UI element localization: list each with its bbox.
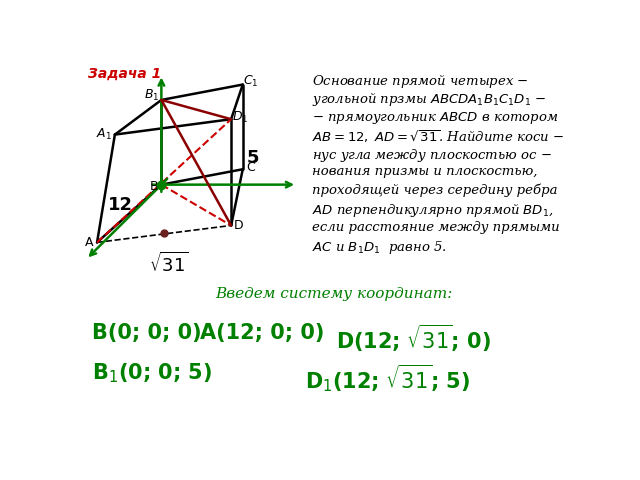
Text: угольной прзмы $ABCDA_1B_1C_1D_1$ $-$: угольной прзмы $ABCDA_1B_1C_1D_1$ $-$	[312, 92, 547, 108]
Text: 5: 5	[246, 149, 259, 167]
Text: $C_1$: $C_1$	[243, 74, 258, 89]
Text: B$_1$(0; 0; 5): B$_1$(0; 0; 5)	[92, 362, 212, 385]
Text: D$_1$(12; $\sqrt{31}$; 5): D$_1$(12; $\sqrt{31}$; 5)	[305, 362, 470, 394]
Text: $B_1$: $B_1$	[145, 88, 160, 103]
Text: A(12; 0; 0): A(12; 0; 0)	[200, 323, 324, 343]
Text: D(12; $\sqrt{31}$; 0): D(12; $\sqrt{31}$; 0)	[336, 323, 491, 355]
Text: нус угла между плоскостью ос $-$: нус угла между плоскостью ос $-$	[312, 147, 552, 164]
Text: нования призмы и плоскостью,: нования призмы и плоскостью,	[312, 166, 538, 179]
Text: Введем систему координат:: Введем систему координат:	[216, 287, 453, 301]
Text: A: A	[85, 236, 93, 249]
Text: $AD$ перпендикулярно прямой $BD_1$,: $AD$ перпендикулярно прямой $BD_1$,	[312, 203, 554, 219]
Text: D: D	[234, 219, 244, 232]
Text: C: C	[246, 161, 255, 174]
Text: $\sqrt{31}$: $\sqrt{31}$	[149, 252, 189, 276]
Text: проходящей через середину ребра: проходящей через середину ребра	[312, 184, 558, 197]
Text: $A_1$: $A_1$	[96, 127, 112, 142]
Text: если расстояние между прямыми: если расстояние между прямыми	[312, 221, 560, 234]
Text: Основание прямой четырех $-$: Основание прямой четырех $-$	[312, 73, 529, 90]
Text: $D_1$: $D_1$	[232, 110, 248, 125]
Text: B(0; 0; 0): B(0; 0; 0)	[92, 323, 201, 343]
Text: $AB = 12,\;AD = \sqrt{31}$. Найдите коси $-$: $AB = 12,\;AD = \sqrt{31}$. Найдите коси…	[312, 129, 564, 145]
Text: $AC$ и $B_1D_1$  равно 5.: $AC$ и $B_1D_1$ равно 5.	[312, 240, 447, 256]
Text: 12: 12	[108, 196, 133, 215]
Text: B: B	[149, 180, 158, 192]
Text: Задача 1: Задача 1	[88, 67, 161, 81]
Text: $-$ прямоугольник $ABCD$ в котором: $-$ прямоугольник $ABCD$ в котором	[312, 110, 559, 126]
